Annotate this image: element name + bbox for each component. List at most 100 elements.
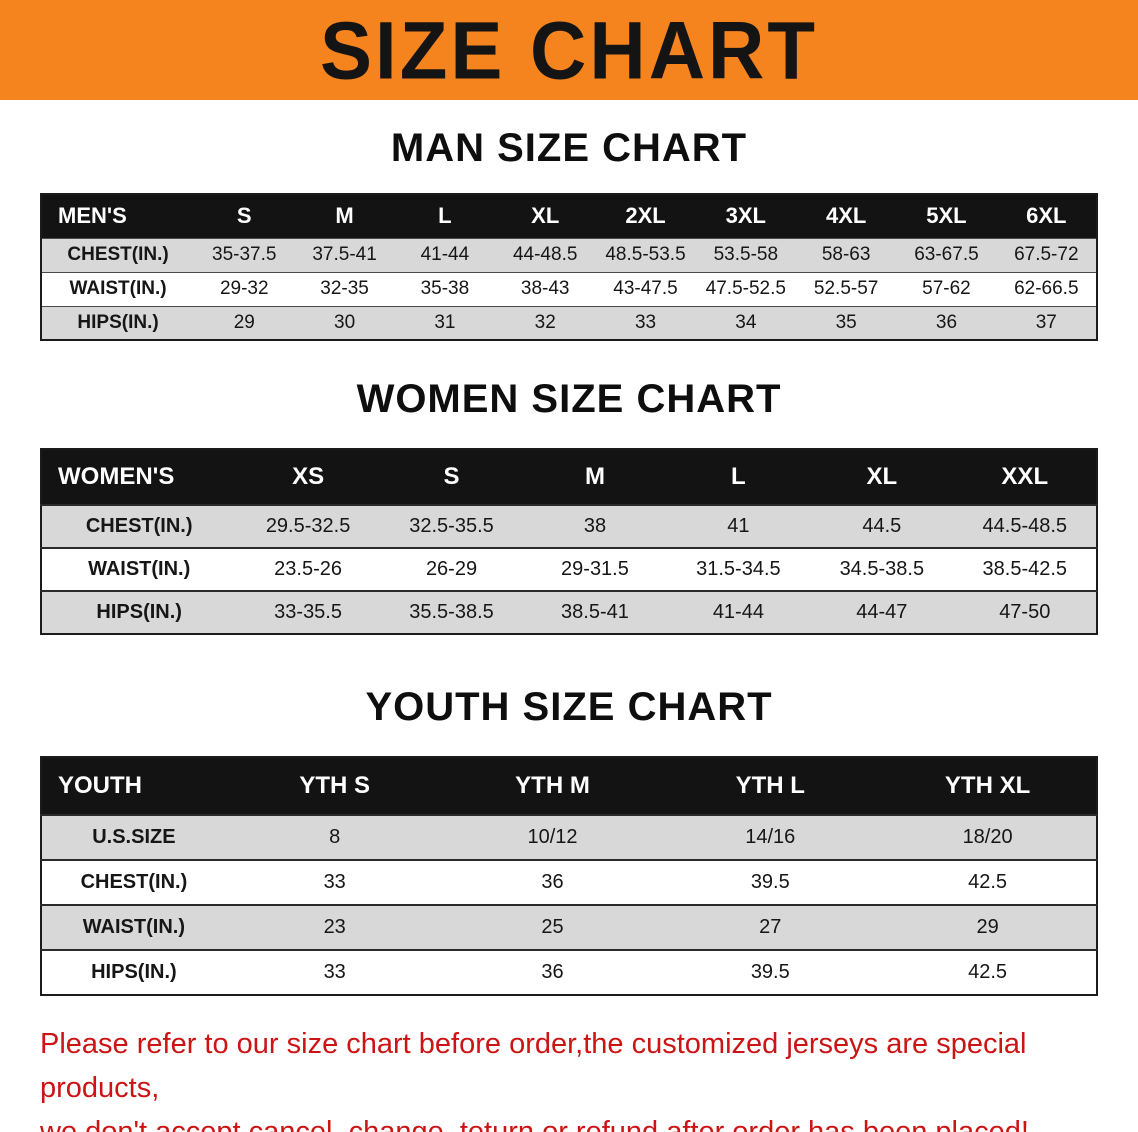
value-cell: 67.5-72	[996, 237, 1097, 272]
value-cell: 38	[523, 504, 667, 548]
table-row: U.S.SIZE 8 10/12 14/16 18/20	[41, 814, 1097, 860]
size-header-cell: L	[394, 194, 496, 238]
value-cell: 26-29	[379, 547, 524, 591]
value-cell: 29	[194, 305, 295, 340]
size-header-cell: XS	[236, 449, 380, 505]
size-header-cell: 6XL	[996, 194, 1097, 238]
size-header-cell: YTH M	[443, 757, 662, 815]
size-chart-banner: SIZE CHART	[0, 0, 1138, 100]
value-cell: 34.5-38.5	[810, 547, 954, 591]
size-header-cell: XL	[810, 449, 954, 505]
women-section-heading: WOMEN SIZE CHART	[356, 377, 782, 421]
value-cell: 35	[795, 305, 897, 340]
value-cell: 48.5-53.5	[595, 237, 696, 272]
value-cell: 35-38	[394, 271, 496, 306]
table-title-cell: WOMEN'S	[41, 449, 237, 505]
value-cell: 41-44	[666, 590, 811, 634]
value-cell: 52.5-57	[795, 271, 897, 306]
size-header-cell: 4XL	[795, 194, 897, 238]
men-section-heading: MAN SIZE CHART	[390, 126, 748, 170]
value-cell: 30	[294, 305, 395, 340]
value-cell: 29	[879, 904, 1097, 950]
header-row: WOMEN'S XS S M L XL XXL	[41, 449, 1097, 505]
value-cell: 35.5-38.5	[379, 590, 524, 634]
value-cell: 33-35.5	[236, 590, 380, 634]
size-header-cell: YTH XL	[879, 757, 1097, 815]
header-row: YOUTH YTH S YTH M YTH L YTH XL	[41, 757, 1097, 815]
table-row: HIPS(IN.) 29 30 31 32 33 34 35 36 37	[41, 305, 1097, 340]
size-header-cell: XXL	[953, 449, 1097, 505]
value-cell: 29-32	[194, 271, 295, 306]
men-size-section: MAN SIZE CHART MEN'S S M L XL 2XL 3XL 4XL 5XL 6XL…	[0, 126, 1138, 341]
row-label-cell: WAIST(IN.)	[41, 904, 226, 950]
youth-size-table: YOUTH YTH S YTH M YTH L YTH XL U.S.SIZE 8 10/12…	[40, 756, 1098, 996]
value-cell: 38.5-41	[523, 590, 667, 634]
row-label-cell: CHEST(IN.)	[41, 504, 237, 548]
value-cell: 42.5	[879, 949, 1097, 995]
footer-note: Please refer to our size chart before or…	[40, 1022, 1110, 1132]
value-cell: 14/16	[661, 814, 880, 860]
table-row: WAIST(IN.) 23 25 27 29	[41, 904, 1097, 950]
row-label-cell: HIPS(IN.)	[41, 590, 237, 634]
value-cell: 57-62	[896, 271, 997, 306]
value-cell: 32	[495, 305, 596, 340]
value-cell: 34	[695, 305, 796, 340]
value-cell: 35-37.5	[194, 237, 295, 272]
women-size-table: WOMEN'S XS S M L XL XXL CHEST(IN.) 29.5-32.5 32.5…	[40, 448, 1098, 635]
value-cell: 44.5	[810, 504, 954, 548]
value-cell: 10/12	[443, 814, 662, 860]
table-row: CHEST(IN.) 33 36 39.5 42.5	[41, 859, 1097, 905]
size-header-cell: S	[379, 449, 524, 505]
value-cell: 31.5-34.5	[666, 547, 811, 591]
size-header-cell: L	[666, 449, 811, 505]
size-header-cell: XL	[495, 194, 596, 238]
size-header-cell: YTH L	[661, 757, 880, 815]
value-cell: 39.5	[661, 949, 880, 995]
value-cell: 32.5-35.5	[379, 504, 524, 548]
header-row: MEN'S S M L XL 2XL 3XL 4XL 5XL 6XL	[41, 194, 1097, 238]
banner-title: SIZE CHART	[320, 3, 818, 97]
value-cell: 33	[225, 949, 444, 995]
value-cell: 47.5-52.5	[695, 271, 796, 306]
size-header-cell: M	[294, 194, 395, 238]
size-header-cell: M	[523, 449, 667, 505]
value-cell: 58-63	[795, 237, 897, 272]
table-row: HIPS(IN.) 33 36 39.5 42.5	[41, 949, 1097, 995]
size-header-cell: YTH S	[225, 757, 444, 815]
value-cell: 32-35	[294, 271, 395, 306]
row-label-cell: CHEST(IN.)	[41, 859, 226, 905]
size-header-cell: 3XL	[695, 194, 796, 238]
row-label-cell: WAIST(IN.)	[41, 271, 195, 306]
value-cell: 38.5-42.5	[953, 547, 1097, 591]
row-label-cell: WAIST(IN.)	[41, 547, 237, 591]
value-cell: 44-48.5	[495, 237, 596, 272]
value-cell: 29.5-32.5	[236, 504, 380, 548]
value-cell: 23	[225, 904, 444, 950]
value-cell: 33	[225, 859, 444, 905]
footer-note-line1: Please refer to our size chart before or…	[40, 1028, 1027, 1105]
value-cell: 44-47	[810, 590, 954, 634]
table-row: CHEST(IN.) 29.5-32.5 32.5-35.5 38 41 44.5 44.5…	[41, 504, 1097, 548]
value-cell: 36	[443, 949, 662, 995]
value-cell: 23.5-26	[236, 547, 380, 591]
value-cell: 63-67.5	[896, 237, 997, 272]
value-cell: 41	[666, 504, 811, 548]
table-title-cell: YOUTH	[41, 757, 226, 815]
value-cell: 27	[661, 904, 880, 950]
row-label-cell: U.S.SIZE	[41, 814, 226, 860]
value-cell: 43-47.5	[595, 271, 696, 306]
row-label-cell: HIPS(IN.)	[41, 949, 226, 995]
table-row: HIPS(IN.) 33-35.5 35.5-38.5 38.5-41 41-44 44-…	[41, 590, 1097, 634]
value-cell: 38-43	[495, 271, 596, 306]
size-header-cell: S	[194, 194, 295, 238]
value-cell: 37.5-41	[294, 237, 395, 272]
size-header-cell: 5XL	[896, 194, 997, 238]
table-row: WAIST(IN.) 23.5-26 26-29 29-31.5 31.5-34.5 34…	[41, 547, 1097, 591]
women-size-section: WOMEN SIZE CHART WOMEN'S XS S M L XL XXL CHEST(…	[0, 377, 1138, 635]
value-cell: 25	[443, 904, 662, 950]
value-cell: 36	[443, 859, 662, 905]
value-cell: 33	[595, 305, 696, 340]
table-title-cell: MEN'S	[41, 194, 195, 238]
row-label-cell: HIPS(IN.)	[41, 305, 195, 340]
